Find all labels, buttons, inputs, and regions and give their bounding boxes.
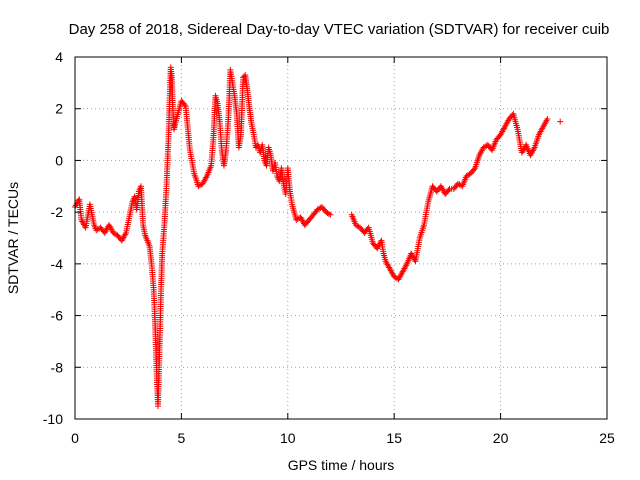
data-point	[181, 101, 188, 108]
data-point	[327, 211, 334, 218]
y-tick-label: -2	[51, 204, 64, 220]
x-tick-label: 25	[599, 430, 615, 446]
data-point	[445, 187, 452, 194]
data-point	[544, 116, 551, 123]
x-tick-label: 20	[493, 430, 509, 446]
gridlines	[75, 57, 607, 419]
y-tick-label: -8	[51, 359, 64, 375]
y-tick-label: 0	[55, 152, 63, 168]
y-tick-label: -10	[43, 411, 63, 427]
y-axis-label: SDTVAR / TECUs	[5, 182, 21, 294]
y-tick-label: 4	[55, 49, 63, 65]
y-tick-label: -4	[51, 256, 64, 272]
data-point	[557, 118, 564, 125]
y-tick-label: 2	[55, 101, 63, 117]
x-axis-label: GPS time / hours	[288, 457, 395, 473]
plot-frame	[74, 56, 608, 420]
x-tick-label: 5	[178, 430, 186, 446]
data-point	[325, 210, 332, 217]
chart-title: Day 258 of 2018, Sidereal Day-to-day VTE…	[69, 21, 610, 38]
data-point	[471, 166, 477, 173]
y-tick-label: -6	[51, 308, 64, 324]
x-tick-label: 15	[386, 430, 402, 446]
data-points	[72, 64, 564, 410]
x-tick-label: 10	[280, 430, 296, 446]
x-tick-label: 0	[71, 430, 79, 446]
